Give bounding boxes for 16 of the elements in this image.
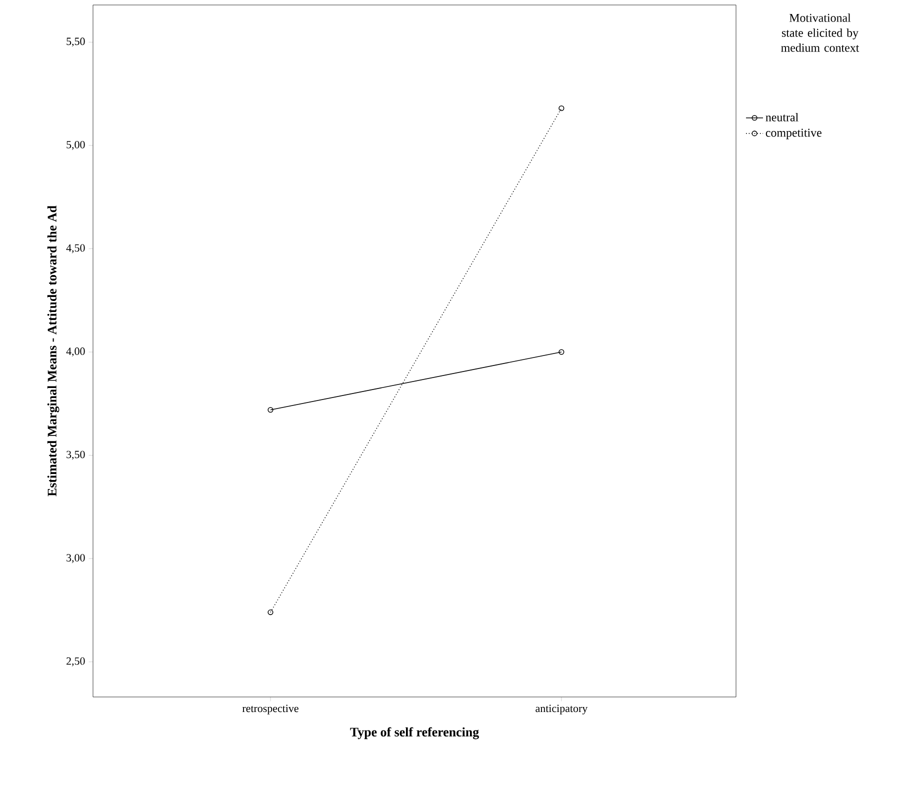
y-tick-label: 3,50: [66, 450, 85, 460]
y-tick-label: 2,50: [66, 657, 85, 666]
x-axis-title: Type of self referencing: [350, 727, 479, 740]
y-tick-label: 5,00: [66, 140, 85, 150]
x-tick-label: retrospective: [242, 704, 298, 714]
legend-label: neutral: [766, 112, 798, 122]
y-tick-label: 4,00: [66, 348, 85, 357]
x-tick-label: anticipatory: [536, 704, 588, 714]
y-tick-label: 4,50: [66, 244, 85, 254]
legend-label: competitive: [766, 128, 822, 140]
point: [558, 105, 564, 112]
point: [268, 610, 274, 616]
y-axis-title: Estimated Marginal Means - Attitude toward the Ad: [47, 206, 60, 496]
y-tick-label: 5,50: [66, 38, 85, 47]
y-tick-label: 3,00: [66, 554, 85, 564]
legend-title: Motivational state elicited by medium context: [781, 14, 860, 52]
